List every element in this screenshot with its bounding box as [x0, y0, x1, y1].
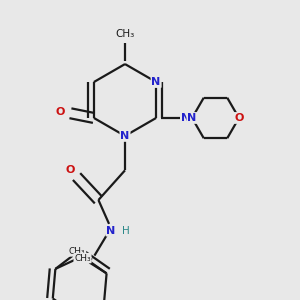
Text: N: N [106, 226, 116, 236]
Text: O: O [234, 113, 244, 123]
Text: N: N [152, 77, 161, 87]
Text: O: O [66, 165, 75, 175]
Text: CH₃: CH₃ [74, 254, 91, 262]
Text: CH₃: CH₃ [116, 29, 135, 39]
Text: CH₃: CH₃ [69, 247, 85, 256]
Text: N: N [181, 113, 190, 123]
Text: N: N [120, 131, 130, 141]
Text: N: N [188, 113, 197, 123]
Text: H: H [122, 226, 130, 236]
Text: O: O [56, 107, 65, 117]
